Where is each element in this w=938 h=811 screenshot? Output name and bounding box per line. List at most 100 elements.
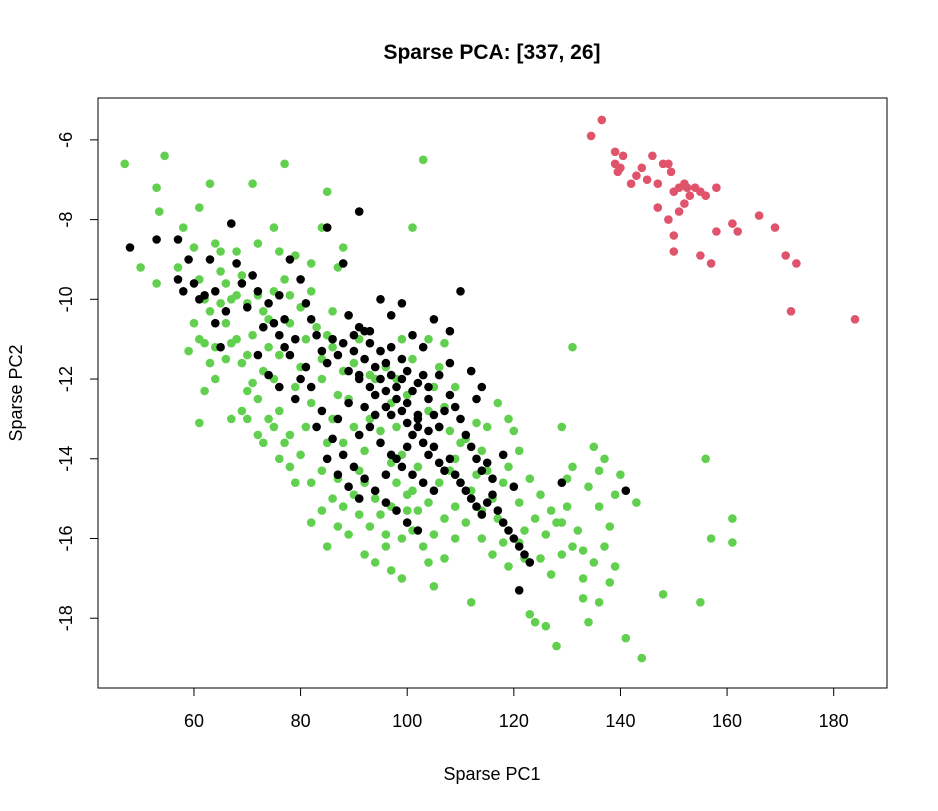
data-point xyxy=(195,418,204,428)
data-point xyxy=(445,358,455,368)
data-point xyxy=(413,422,423,432)
data-point xyxy=(546,506,556,515)
data-point xyxy=(370,558,380,567)
data-point xyxy=(173,275,183,284)
data-point xyxy=(243,303,252,312)
data-point xyxy=(408,354,417,364)
data-point xyxy=(354,494,364,503)
data-point xyxy=(227,219,236,228)
data-point xyxy=(333,414,343,424)
data-point xyxy=(179,223,188,232)
data-point xyxy=(365,338,375,348)
data-point xyxy=(696,251,705,260)
data-point xyxy=(211,239,220,248)
data-point xyxy=(408,386,417,396)
series-0-points xyxy=(120,151,737,663)
y-tick-label: -8 xyxy=(56,212,76,228)
data-point xyxy=(360,446,369,456)
data-point xyxy=(386,566,396,575)
data-point xyxy=(653,179,663,188)
data-point xyxy=(259,322,268,332)
data-point xyxy=(317,346,327,356)
data-point xyxy=(514,586,524,595)
data-point xyxy=(360,354,369,364)
data-point xyxy=(498,518,508,527)
data-point xyxy=(466,442,476,452)
data-point xyxy=(642,175,652,184)
data-point xyxy=(152,183,161,192)
data-point xyxy=(370,362,380,372)
data-point xyxy=(429,315,439,324)
data-point xyxy=(306,398,316,408)
data-point xyxy=(557,478,567,488)
data-point xyxy=(440,554,449,563)
data-point xyxy=(264,370,273,380)
data-point xyxy=(275,382,284,392)
data-point xyxy=(275,330,284,340)
data-point xyxy=(338,338,348,348)
data-point xyxy=(322,542,332,551)
data-point xyxy=(328,434,337,444)
data-point xyxy=(424,558,433,567)
data-point xyxy=(408,430,417,440)
data-point xyxy=(376,295,385,304)
data-point xyxy=(232,334,241,344)
data-point xyxy=(621,633,631,643)
data-point xyxy=(618,151,628,161)
data-point xyxy=(450,402,460,412)
data-point xyxy=(429,410,439,420)
data-point xyxy=(621,486,631,496)
data-point xyxy=(370,486,380,496)
data-point xyxy=(658,590,668,599)
data-point xyxy=(402,398,412,408)
series-2-points xyxy=(586,115,860,324)
data-point xyxy=(733,227,742,236)
data-point xyxy=(498,478,508,488)
data-point xyxy=(269,318,279,328)
data-point xyxy=(600,542,609,551)
data-point xyxy=(637,163,647,173)
data-point xyxy=(354,430,364,440)
data-point xyxy=(477,510,487,519)
data-point xyxy=(488,474,497,484)
data-point xyxy=(701,191,710,200)
data-point xyxy=(434,370,444,380)
data-point xyxy=(424,382,433,392)
y-tick-label: -6 xyxy=(56,132,76,148)
data-point xyxy=(365,370,375,380)
data-point xyxy=(530,514,540,523)
data-point xyxy=(573,526,583,535)
data-point xyxy=(275,291,284,300)
data-point xyxy=(243,386,252,396)
data-point xyxy=(296,374,305,384)
data-point xyxy=(216,342,225,352)
data-point xyxy=(322,358,332,368)
data-point xyxy=(211,374,220,384)
data-point xyxy=(472,454,481,464)
data-point xyxy=(136,263,145,272)
data-point xyxy=(253,394,263,404)
data-point xyxy=(594,502,604,511)
data-point xyxy=(248,330,257,340)
data-point xyxy=(610,490,620,500)
data-point xyxy=(306,382,316,392)
data-point xyxy=(312,422,321,432)
data-point xyxy=(413,526,423,535)
data-point xyxy=(291,478,300,488)
data-point xyxy=(477,382,487,392)
data-point xyxy=(221,318,231,328)
data-point xyxy=(584,482,593,492)
data-point xyxy=(296,275,305,284)
data-point xyxy=(354,510,364,519)
data-point xyxy=(360,474,369,484)
data-point xyxy=(434,478,444,488)
data-point xyxy=(610,147,620,157)
data-point xyxy=(365,326,375,336)
data-point xyxy=(728,538,737,547)
data-point xyxy=(482,498,492,507)
data-point xyxy=(285,462,295,472)
data-point xyxy=(445,326,455,336)
data-point xyxy=(216,267,225,276)
data-point xyxy=(450,382,460,392)
data-point xyxy=(376,346,385,356)
